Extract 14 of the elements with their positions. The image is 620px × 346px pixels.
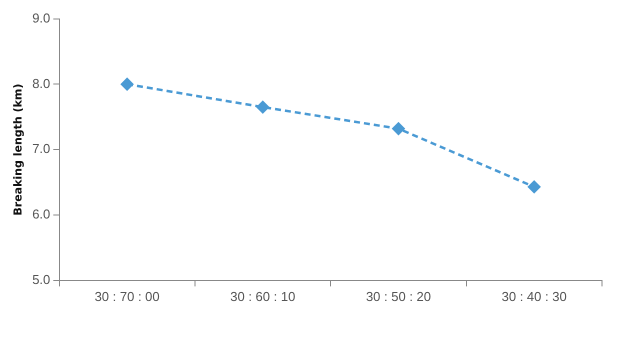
y-tick-label: 7.0 <box>32 141 50 156</box>
point <box>120 78 134 90</box>
x-tick-label: 30 : 60 : 10 <box>230 288 296 304</box>
point <box>256 100 270 114</box>
y-tick-label: 9.0 <box>32 10 50 26</box>
y-tick-label: 5.0 <box>32 272 50 287</box>
y-tick-label: 6.0 <box>32 206 50 222</box>
x-tick-label: 30 : 40 : 30 <box>502 288 567 304</box>
point <box>392 122 405 135</box>
y-tick-label: 8.0 <box>32 76 50 91</box>
x-tick-label: 30 : 50 : 20 <box>366 288 432 304</box>
point <box>528 180 540 194</box>
y-axis-title: Breaking length (km) <box>11 84 24 216</box>
x-tick-label: 30 : 70 : 00 <box>94 288 160 304</box>
